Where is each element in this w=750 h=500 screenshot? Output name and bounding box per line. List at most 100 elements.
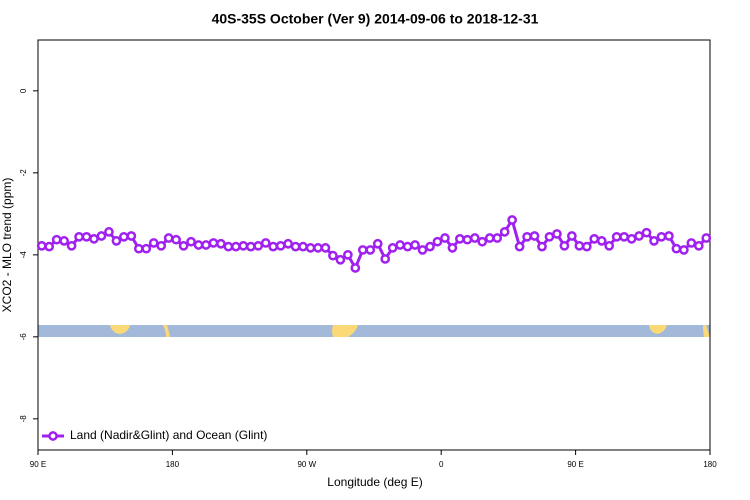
data-point bbox=[357, 245, 368, 255]
data-point bbox=[298, 241, 308, 252]
data-point bbox=[380, 254, 391, 264]
data-point bbox=[440, 233, 450, 243]
data-point bbox=[59, 236, 69, 246]
data-point bbox=[231, 241, 241, 252]
data-point bbox=[656, 231, 667, 242]
x-tick-label: 180 bbox=[703, 460, 717, 469]
y-tick-label: -2 bbox=[19, 169, 28, 177]
data-point bbox=[507, 215, 517, 225]
data-point bbox=[664, 231, 674, 241]
data-point bbox=[126, 231, 137, 241]
data-point bbox=[522, 231, 532, 242]
land-patch bbox=[163, 325, 170, 337]
data-point bbox=[133, 243, 144, 254]
data-point bbox=[260, 238, 271, 248]
data-point bbox=[74, 231, 84, 242]
surface-band bbox=[38, 325, 710, 337]
data-point bbox=[343, 249, 353, 260]
data-point bbox=[201, 240, 211, 250]
legend-marker bbox=[48, 431, 58, 441]
x-tick-label: 90 E bbox=[567, 460, 583, 469]
data-point bbox=[604, 240, 615, 251]
land-patch bbox=[649, 325, 667, 334]
data-point bbox=[387, 243, 398, 253]
data-point bbox=[328, 250, 338, 261]
data-point bbox=[313, 243, 323, 253]
data-point bbox=[679, 245, 689, 255]
land-patch bbox=[703, 325, 710, 337]
data-point bbox=[626, 234, 637, 244]
data-point bbox=[44, 241, 55, 252]
data-point bbox=[238, 240, 249, 251]
data-point bbox=[425, 241, 435, 252]
data-point bbox=[283, 238, 293, 249]
data-point bbox=[148, 238, 159, 248]
data-point bbox=[119, 231, 129, 242]
y-tick-label: -8 bbox=[19, 415, 28, 423]
data-point bbox=[163, 233, 174, 243]
data-point bbox=[574, 240, 585, 251]
y-tick-label: -6 bbox=[19, 333, 28, 341]
data-point bbox=[492, 233, 503, 243]
data-point bbox=[537, 241, 547, 252]
data-point bbox=[671, 243, 682, 254]
x-tick-label: 90 E bbox=[30, 460, 46, 469]
data-point bbox=[567, 231, 577, 241]
data-point bbox=[499, 227, 510, 237]
data-point bbox=[559, 240, 570, 251]
data-point bbox=[111, 236, 122, 246]
data-point bbox=[469, 233, 480, 243]
data-point bbox=[589, 234, 600, 244]
data-point bbox=[395, 240, 405, 250]
data-point bbox=[141, 243, 152, 254]
data-point bbox=[89, 234, 99, 244]
data-point bbox=[104, 227, 114, 237]
data-point bbox=[686, 238, 697, 248]
data-point bbox=[455, 234, 465, 244]
data-point bbox=[402, 241, 413, 252]
ocean-band bbox=[38, 325, 710, 337]
data-point bbox=[156, 240, 167, 251]
data-point bbox=[649, 236, 659, 246]
data-point bbox=[193, 240, 204, 250]
data-point bbox=[410, 240, 420, 250]
data-point bbox=[484, 233, 495, 243]
data-point bbox=[81, 231, 92, 242]
data-point bbox=[253, 240, 264, 251]
data-point bbox=[245, 241, 256, 252]
x-tick-label: 180 bbox=[166, 460, 180, 469]
data-point bbox=[514, 241, 525, 252]
data-point bbox=[96, 231, 107, 241]
data-point bbox=[693, 240, 704, 251]
data-point bbox=[432, 236, 443, 247]
data-point bbox=[66, 240, 77, 251]
y-tick-label: -4 bbox=[19, 251, 28, 259]
y-tick-label: 0 bbox=[19, 88, 28, 93]
data-point bbox=[36, 240, 47, 251]
data-point bbox=[529, 231, 540, 241]
data-point bbox=[208, 238, 219, 248]
data-point bbox=[596, 236, 607, 246]
data-point bbox=[365, 245, 376, 255]
data-point bbox=[641, 227, 652, 238]
data-point bbox=[305, 243, 316, 253]
data-point bbox=[701, 233, 712, 243]
data-point bbox=[417, 245, 428, 255]
data-point bbox=[178, 240, 189, 251]
x-tick-label: 90 W bbox=[297, 460, 316, 469]
data-point bbox=[275, 240, 286, 251]
x-axis-label: Longitude (deg E) bbox=[327, 475, 422, 489]
data-point bbox=[372, 238, 383, 249]
data-point bbox=[216, 238, 226, 249]
data-point bbox=[447, 243, 458, 253]
land-patch bbox=[110, 325, 130, 334]
x-tick-label: 0 bbox=[439, 460, 444, 469]
data-point bbox=[611, 231, 622, 242]
data-point bbox=[544, 231, 555, 242]
data-point bbox=[335, 254, 346, 265]
data-point bbox=[581, 241, 592, 252]
data-point bbox=[634, 231, 644, 241]
data-point bbox=[186, 236, 196, 247]
data-point bbox=[350, 263, 361, 273]
